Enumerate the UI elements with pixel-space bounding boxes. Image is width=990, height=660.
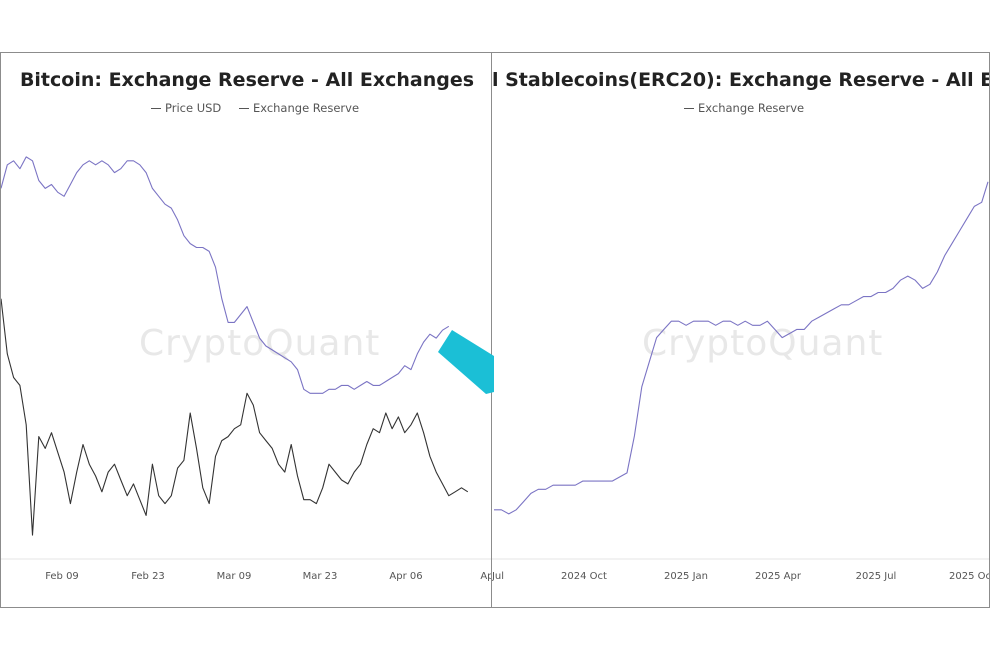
x-tick-label: 2025 Oc — [949, 571, 990, 582]
x-tick-label: 2025 Jul — [856, 571, 897, 582]
x-tick-label: 2025 Apr — [755, 571, 802, 582]
chart-title: Bitcoin: Exchange Reserve - All Exchange… — [19, 69, 475, 91]
legend-item-reserve[interactable]: Exchange Reserve — [684, 101, 804, 115]
series-line-0 — [1, 156, 450, 394]
x-tick-label: Mar 23 — [303, 571, 338, 582]
legend-item-price[interactable]: Price USD — [151, 101, 221, 115]
watermark: CryptoQuant — [139, 323, 381, 364]
x-tick-label: Jul — [492, 571, 504, 582]
legend-label: Exchange Reserve — [252, 101, 360, 115]
x-tick-label: 2024 Oct — [561, 571, 607, 582]
chart-legend: Exchange Reserve — [684, 101, 818, 115]
chart-title: l Stablecoins(ERC20): Exchange Reserve -… — [492, 69, 989, 91]
x-tick-label: Feb 23 — [131, 571, 165, 582]
stablecoins-exchange-reserve-chart: l Stablecoins(ERC20): Exchange Reserve -… — [492, 52, 990, 608]
legend-dash-icon — [684, 108, 694, 109]
legend-label: Exchange Reserve — [698, 101, 805, 115]
chart-plot-area: Jul 2024 Oct 2025 Jan 2025 Apr 2025 Jul 2025 … — [492, 181, 990, 582]
chart-plot-area: Feb 09 Feb 23 Mar 09 Mar 23 Apr 06 Apr — [1, 156, 492, 582]
x-tick-label: 2025 Jan — [664, 571, 708, 582]
legend-dash-icon — [238, 108, 249, 109]
series-line-1 — [1, 298, 469, 536]
bitcoin-exchange-reserve-chart: Bitcoin: Exchange Reserve - All Exchange… — [0, 52, 492, 608]
x-tick-label: Apr 06 — [389, 571, 422, 582]
x-tick-label: Apr — [480, 571, 492, 582]
watermark: CryptoQuant — [642, 323, 884, 364]
legend-label: Price USD — [165, 101, 222, 115]
legend-dash-icon — [151, 108, 161, 109]
series-line-0 — [494, 181, 989, 515]
x-tick-label: Mar 09 — [217, 571, 252, 582]
legend-item-reserve[interactable]: Exchange Reserve — [238, 101, 360, 115]
chart-legend: Price USD Exchange Reserve — [151, 101, 373, 115]
x-tick-label: Feb 09 — [45, 571, 79, 582]
